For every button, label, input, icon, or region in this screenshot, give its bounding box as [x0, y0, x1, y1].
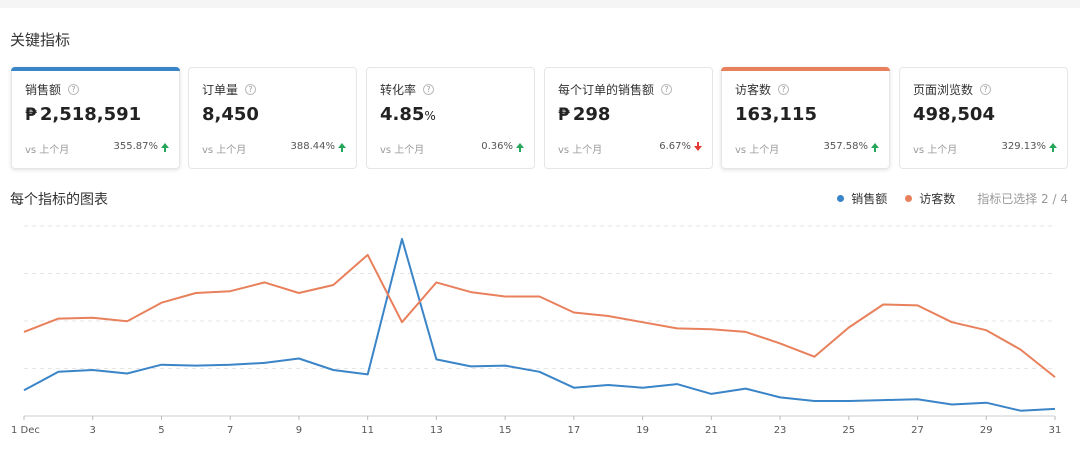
- chart-title: 每个指标的图表: [10, 192, 108, 208]
- card-selected-indicator: [721, 67, 890, 71]
- arrow-up-icon: [161, 143, 169, 152]
- compare-label: vs 上个月: [735, 145, 780, 156]
- x-tick-label: 23: [774, 425, 787, 436]
- metric-card-4[interactable]: 访客数? 163,115 vs 上个月 357.58%: [721, 67, 890, 169]
- x-tick-label: 21: [705, 425, 718, 436]
- card-label-text: 订单量: [202, 83, 239, 97]
- card-value-number: 298: [572, 104, 611, 125]
- x-tick-label: 31: [1049, 425, 1062, 436]
- chart-legend: 销售额 访客数 指标已选择 2 / 4: [819, 190, 1068, 207]
- card-label-text: 每个订单的销售额: [558, 83, 655, 97]
- change-percent-value: 6.67%: [659, 141, 691, 152]
- change-percent: 388.44%: [290, 141, 346, 152]
- series-line-visitors[interactable]: [23, 253, 1056, 378]
- x-tick-label: 1 Dec: [11, 425, 40, 436]
- currency-symbol: ₱: [558, 105, 570, 125]
- change-percent: 6.67%: [659, 141, 702, 152]
- x-tick-label: 11: [361, 425, 374, 436]
- legend-item-sales[interactable]: 销售额: [837, 190, 887, 207]
- help-icon[interactable]: ?: [980, 84, 992, 95]
- arrow-up-icon: [338, 143, 346, 152]
- card-label: 订单量?: [202, 81, 257, 98]
- card-value: 498,504: [913, 104, 995, 125]
- card-label-text: 页面浏览数: [913, 83, 974, 97]
- change-percent-value: 388.44%: [290, 141, 336, 152]
- legend-label-sales: 销售额: [851, 192, 888, 206]
- x-tick-label: 9: [296, 425, 302, 436]
- arrow-down-icon: [694, 142, 702, 151]
- section-title: 关键指标: [10, 31, 71, 49]
- help-icon[interactable]: ?: [68, 84, 80, 95]
- help-icon[interactable]: ?: [661, 84, 673, 95]
- change-percent-value: 0.36%: [481, 141, 513, 152]
- card-label: 访客数?: [735, 81, 790, 98]
- card-label: 销售额?: [25, 81, 80, 98]
- card-value: 4.85%: [380, 104, 436, 125]
- card-value-number: 8,450: [202, 104, 259, 125]
- arrow-up-icon: [516, 143, 524, 152]
- x-tick-label: 19: [636, 425, 649, 436]
- help-icon[interactable]: ?: [245, 84, 257, 95]
- change-percent: 355.87%: [113, 141, 169, 152]
- metric-cards: 销售额? ₱ 2,518,591 vs 上个月 355.87% 订单量? 8,450 vs 上…: [11, 67, 1070, 169]
- compare-label: vs 上个月: [202, 145, 247, 156]
- legend-label-visitors: 访客数: [919, 192, 956, 206]
- card-value-number: 2,518,591: [39, 104, 142, 125]
- change-percent-value: 357.58%: [823, 141, 869, 152]
- change-percent: 329.13%: [1001, 141, 1057, 152]
- card-label: 转化率?: [380, 81, 435, 98]
- x-tick-label: 13: [430, 425, 443, 436]
- currency-symbol: ₱: [25, 105, 37, 125]
- card-value-number: 4.85: [380, 104, 425, 125]
- change-percent: 0.36%: [481, 141, 524, 152]
- help-icon[interactable]: ?: [423, 84, 435, 95]
- series-line-sales[interactable]: [23, 238, 1056, 412]
- legend-dot-visitors: [905, 195, 913, 202]
- x-tick-label: 29: [980, 425, 993, 436]
- card-label: 每个订单的销售额?: [558, 81, 673, 98]
- x-tick-label: 7: [227, 425, 233, 436]
- arrow-up-icon: [871, 143, 879, 152]
- x-tick-label: 5: [158, 425, 164, 436]
- card-label: 页面浏览数?: [913, 81, 992, 98]
- card-value-unit: %: [424, 109, 436, 123]
- line-chart: 1 Dec 3 5 7 9 11 13 15 17 19 21 23 25 27 29 31: [11, 225, 1062, 436]
- card-selected-indicator: [11, 67, 180, 71]
- card-value: 163,115: [735, 104, 817, 125]
- legend-item-visitors[interactable]: 访客数: [905, 190, 955, 207]
- x-tick-label: 25: [842, 425, 855, 436]
- x-tick-label: 3: [90, 425, 96, 436]
- x-tick-label: 15: [499, 425, 512, 436]
- compare-label: vs 上个月: [913, 145, 958, 156]
- legend-dot-sales: [837, 195, 845, 202]
- card-value: ₱ 2,518,591: [25, 104, 141, 125]
- card-value: 8,450: [202, 104, 259, 125]
- card-label-text: 转化率: [380, 83, 417, 97]
- change-percent: 357.58%: [823, 141, 879, 152]
- compare-label: vs 上个月: [558, 145, 603, 156]
- compare-label: vs 上个月: [380, 145, 425, 156]
- x-tick-label: 27: [911, 425, 924, 436]
- card-value-number: 163,115: [735, 104, 817, 125]
- metric-card-5[interactable]: 页面浏览数? 498,504 vs 上个月 329.13%: [899, 67, 1068, 169]
- metric-card-1[interactable]: 订单量? 8,450 vs 上个月 388.44%: [188, 67, 357, 169]
- card-label-text: 销售额: [25, 83, 62, 97]
- top-bar: [0, 0, 1080, 8]
- change-percent-value: 355.87%: [113, 141, 159, 152]
- card-value: ₱ 298: [558, 104, 610, 125]
- change-percent-value: 329.13%: [1001, 141, 1047, 152]
- card-label-text: 访客数: [735, 83, 772, 97]
- x-tick-label: 17: [567, 425, 580, 436]
- arrow-up-icon: [1049, 143, 1057, 152]
- compare-label: vs 上个月: [25, 145, 70, 156]
- metric-card-0[interactable]: 销售额? ₱ 2,518,591 vs 上个月 355.87%: [11, 67, 180, 169]
- metric-selection-counter: 指标已选择 2 / 4: [977, 192, 1068, 206]
- metric-card-2[interactable]: 转化率? 4.85% vs 上个月 0.36%: [366, 67, 535, 169]
- card-value-number: 498,504: [913, 104, 995, 125]
- metric-card-3[interactable]: 每个订单的销售额? ₱ 298 vs 上个月 6.67%: [544, 67, 713, 169]
- help-icon[interactable]: ?: [778, 84, 790, 95]
